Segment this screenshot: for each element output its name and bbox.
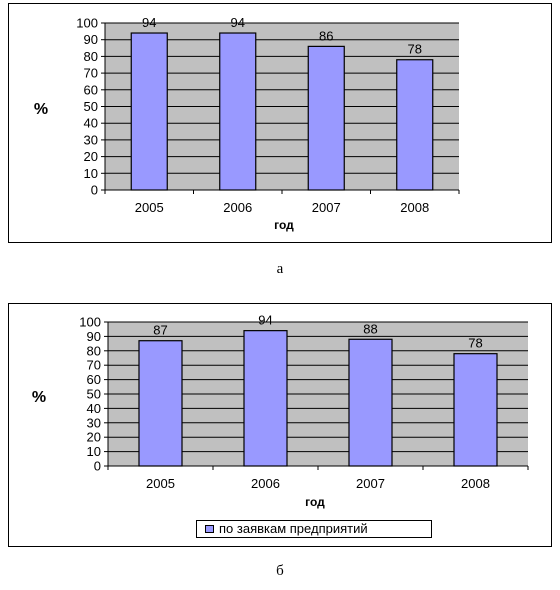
y-tick-label: 50 — [84, 99, 98, 114]
chart-b-legend: по заявкам предприятий — [196, 520, 432, 538]
bar — [130, 32, 168, 191]
y-tick-label: 90 — [87, 329, 101, 344]
y-tick-label: 30 — [84, 132, 98, 147]
bar — [219, 32, 257, 191]
y-tick-label: 80 — [87, 343, 101, 358]
x-axis-title: год — [274, 218, 294, 232]
bar — [138, 340, 183, 467]
bar — [307, 45, 345, 191]
data-label: 94 — [142, 15, 156, 30]
y-tick-label: 20 — [84, 149, 98, 164]
y-tick-label: 20 — [87, 430, 101, 445]
chart-a-frame: 0 10 20 30 40 50 60 70 80 90 100 94 2005 94 2006 86 2007… — [8, 3, 552, 243]
data-label: 78 — [468, 336, 482, 351]
y-tick-label: 60 — [87, 372, 101, 387]
x-category-label: 2007 — [312, 200, 341, 215]
y-tick-label: 0 — [94, 459, 101, 474]
caption-b: б — [276, 563, 284, 579]
x-category-label: 2007 — [356, 476, 385, 491]
x-category-label: 2005 — [146, 476, 175, 491]
bar — [396, 59, 434, 191]
y-tick-label: 40 — [87, 401, 101, 416]
x-category-label: 2008 — [461, 476, 490, 491]
y-tick-label: 70 — [84, 66, 98, 81]
caption-a: а — [276, 261, 284, 277]
bar — [348, 338, 393, 467]
chart-b-frame: 0 10 20 30 40 50 60 70 80 90 100 87 2005 94 2006 88 2007… — [8, 303, 552, 547]
bar — [243, 330, 288, 467]
bar — [453, 353, 498, 467]
y-tick-label: 0 — [91, 183, 98, 198]
y-tick-label: 10 — [84, 166, 98, 181]
legend-label: по заявкам предприятий — [219, 521, 368, 536]
y-axis-title: % — [34, 101, 48, 118]
x-axis-title: год — [305, 495, 325, 509]
y-axis-title: % — [32, 389, 46, 406]
data-label: 87 — [153, 323, 167, 338]
data-label: 88 — [363, 321, 377, 336]
y-tick-label: 60 — [84, 82, 98, 97]
y-tick-label: 50 — [87, 387, 101, 402]
data-label: 78 — [408, 42, 422, 57]
data-label: 94 — [258, 313, 272, 328]
y-tick-label: 10 — [87, 444, 101, 459]
y-tick-label: 40 — [84, 116, 98, 131]
x-category-label: 2008 — [400, 200, 429, 215]
y-tick-label: 70 — [87, 358, 101, 373]
x-category-label: 2006 — [223, 200, 252, 215]
y-tick-label: 100 — [76, 16, 98, 31]
y-tick-label: 80 — [84, 49, 98, 64]
data-label: 94 — [231, 15, 245, 30]
y-tick-label: 90 — [84, 32, 98, 47]
y-tick-label: 100 — [79, 315, 101, 330]
x-category-label: 2005 — [135, 200, 164, 215]
x-category-label: 2006 — [251, 476, 280, 491]
data-label: 86 — [319, 28, 333, 43]
legend-swatch — [205, 525, 214, 533]
y-tick-label: 30 — [87, 415, 101, 430]
